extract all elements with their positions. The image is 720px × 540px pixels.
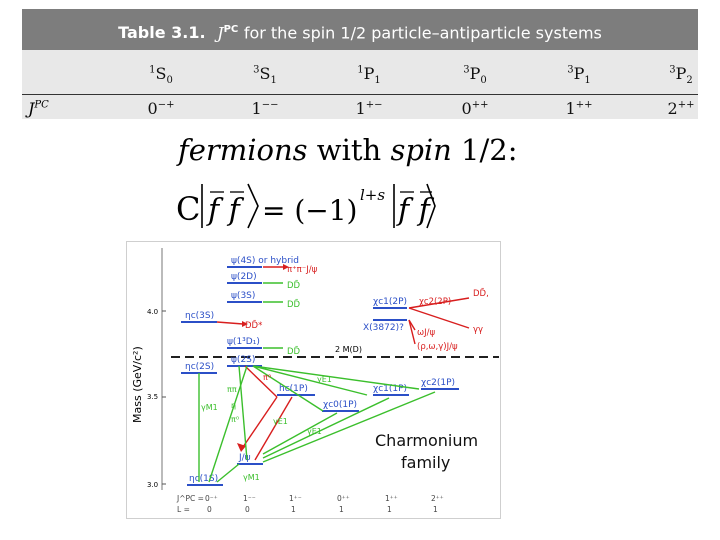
psi4s-label: ψ(4S) or hybrid bbox=[231, 256, 299, 266]
green-arrow bbox=[216, 463, 240, 483]
jpc-value: 0⁺⁺ bbox=[337, 494, 350, 503]
dd1-label: DD̄ bbox=[287, 279, 301, 291]
threshold-label: 2 M(D) bbox=[335, 345, 362, 354]
chic22p-label: χc2(2P) bbox=[419, 297, 451, 307]
dd3-label: DD̄ bbox=[287, 345, 301, 357]
caption-line2: family bbox=[401, 453, 450, 472]
green-arrow bbox=[252, 365, 324, 412]
red-arrow bbox=[408, 319, 416, 345]
etac1s-label: ηc(1S) bbox=[189, 474, 218, 484]
l-row-label: L = bbox=[177, 505, 190, 514]
red-arrow bbox=[216, 321, 244, 325]
l-value: 1 bbox=[291, 505, 296, 514]
table-number: Table 3.1. bbox=[118, 23, 206, 43]
red-arrow bbox=[254, 396, 293, 461]
gm1-label: γM1 bbox=[201, 403, 218, 412]
green-arrow bbox=[262, 391, 436, 463]
table-title-pc: PC bbox=[223, 24, 239, 35]
green-arrow bbox=[252, 365, 420, 390]
green-arrow bbox=[262, 412, 338, 455]
rhoomega-label: (ρ,ω,γ)J/ψ bbox=[417, 342, 458, 352]
formula-equals: = (−1) bbox=[262, 194, 357, 227]
jpc-cell: 0++ bbox=[461, 99, 489, 118]
hc1p-label: hc(1P) bbox=[279, 384, 308, 394]
jpc-value: 2⁺⁺ bbox=[431, 494, 444, 503]
jpc-row-label: J^PC = bbox=[176, 494, 204, 503]
l-value: 1 bbox=[339, 505, 344, 514]
formula-ff-left: f f bbox=[206, 193, 245, 228]
table-title-j: J bbox=[217, 23, 224, 43]
ge1-label-a: γE1 bbox=[317, 375, 332, 384]
green-arrow bbox=[262, 397, 390, 459]
pipi-jpsi-label: π⁺π⁻J/ψ bbox=[287, 265, 318, 275]
state-cell: 3P2 bbox=[669, 64, 693, 87]
psi1d-label: ψ(1³D₁) bbox=[227, 337, 260, 347]
dd4-label: DD̄, bbox=[473, 287, 489, 299]
omegajpsi-label: ωJ/ψ bbox=[417, 328, 435, 338]
etac3s-label: ηc(3S) bbox=[185, 311, 214, 321]
fermion-heading: fermions with spin 1/2: bbox=[178, 133, 518, 167]
eta-label: η bbox=[231, 401, 236, 410]
pi0-label: π⁰ bbox=[231, 415, 239, 424]
jpc-value: 1⁻⁻ bbox=[243, 494, 256, 503]
psi2d-label: ψ(2D) bbox=[231, 272, 257, 282]
row-label: JPC bbox=[28, 99, 49, 118]
l-value: 1 bbox=[387, 505, 392, 514]
etac2s-label: ηc(2S) bbox=[185, 362, 214, 372]
tick-3-5: 3.5 bbox=[147, 393, 158, 401]
state-cell: 1P1 bbox=[357, 64, 381, 87]
psi3s-label: ψ(3S) bbox=[231, 291, 255, 301]
red-arrow bbox=[244, 365, 278, 398]
pi0-red-label: π⁰ bbox=[263, 373, 271, 382]
caption-line1: Charmonium bbox=[375, 431, 478, 450]
table-title: Table 3.1. JPC for the spin 1/2 particle… bbox=[22, 9, 698, 50]
red-arrow bbox=[408, 297, 470, 309]
chic01p-label: χc0(1P) bbox=[323, 400, 357, 410]
state-cell: 1S0 bbox=[149, 64, 173, 87]
red-arrow bbox=[408, 307, 470, 329]
c-parity-formula: C f f = (−1) l+s f f bbox=[176, 183, 436, 229]
ge1-label-b: γE1 bbox=[273, 417, 288, 426]
jpc-cell: 1++ bbox=[565, 99, 593, 118]
ge1-label-c: γE1 bbox=[307, 427, 322, 436]
green-arrow bbox=[238, 365, 248, 461]
chic12p-label: χc1(2P) bbox=[373, 297, 407, 307]
state-cell: 3S1 bbox=[253, 64, 277, 87]
jpc-table: Table 3.1. JPC for the spin 1/2 particle… bbox=[22, 9, 698, 119]
formula-c: C bbox=[176, 190, 200, 228]
jpc-value: 0⁻⁺ bbox=[205, 494, 218, 503]
ddstar-label: DD̄* bbox=[245, 319, 262, 331]
formula-ff-right: f f bbox=[396, 193, 435, 228]
jpc-cell: 1+− bbox=[355, 99, 383, 118]
red-arrow bbox=[242, 396, 278, 448]
table-title-text: for the spin 1/2 particle–antiparticle s… bbox=[243, 23, 602, 43]
tick-3-0: 3.0 bbox=[147, 481, 158, 489]
state-row: 1S0 3S1 1P1 3P0 3P1 3P2 bbox=[22, 50, 698, 95]
x3872-label: X(3872)? bbox=[363, 323, 404, 333]
jpsi-label: J/ψ bbox=[238, 453, 251, 463]
tick-4-0: 4.0 bbox=[147, 308, 158, 316]
jpc-value: 1⁺⁺ bbox=[385, 494, 398, 503]
chic11p-label: χc1(1P) bbox=[373, 384, 407, 394]
gm1-label-b: γM1 bbox=[243, 473, 260, 482]
jpc-row: JPC 0−+ 1−− 1+− 0++ 1++ 2++ bbox=[22, 95, 698, 121]
chic21p-label: χc2(1P) bbox=[421, 378, 455, 388]
l-value: 1 bbox=[433, 505, 438, 514]
gg-label: γγ bbox=[473, 325, 483, 335]
jpc-cell: 0−+ bbox=[147, 99, 175, 118]
state-cell: 3P0 bbox=[463, 64, 487, 87]
jpc-cell: 2++ bbox=[667, 99, 695, 118]
l-value: 0 bbox=[245, 505, 250, 514]
jpc-value: 1⁺⁻ bbox=[289, 494, 302, 503]
dd2-label: DD̄ bbox=[287, 298, 301, 310]
jpc-cell: 1−− bbox=[251, 99, 279, 118]
y-axis-label: Mass (GeV/c²) bbox=[131, 346, 144, 423]
green-arrow bbox=[252, 365, 368, 396]
l-value: 0 bbox=[207, 505, 212, 514]
psi2s-label: ψ(2S) bbox=[231, 355, 255, 365]
charmonium-diagram: Mass (GeV/c²) 4.0 3.5 3.0 2 M(D) bbox=[126, 241, 501, 519]
pipi-label: ππ bbox=[227, 385, 237, 394]
state-cell: 3P1 bbox=[567, 64, 591, 87]
formula-exponent: l+s bbox=[360, 186, 385, 204]
